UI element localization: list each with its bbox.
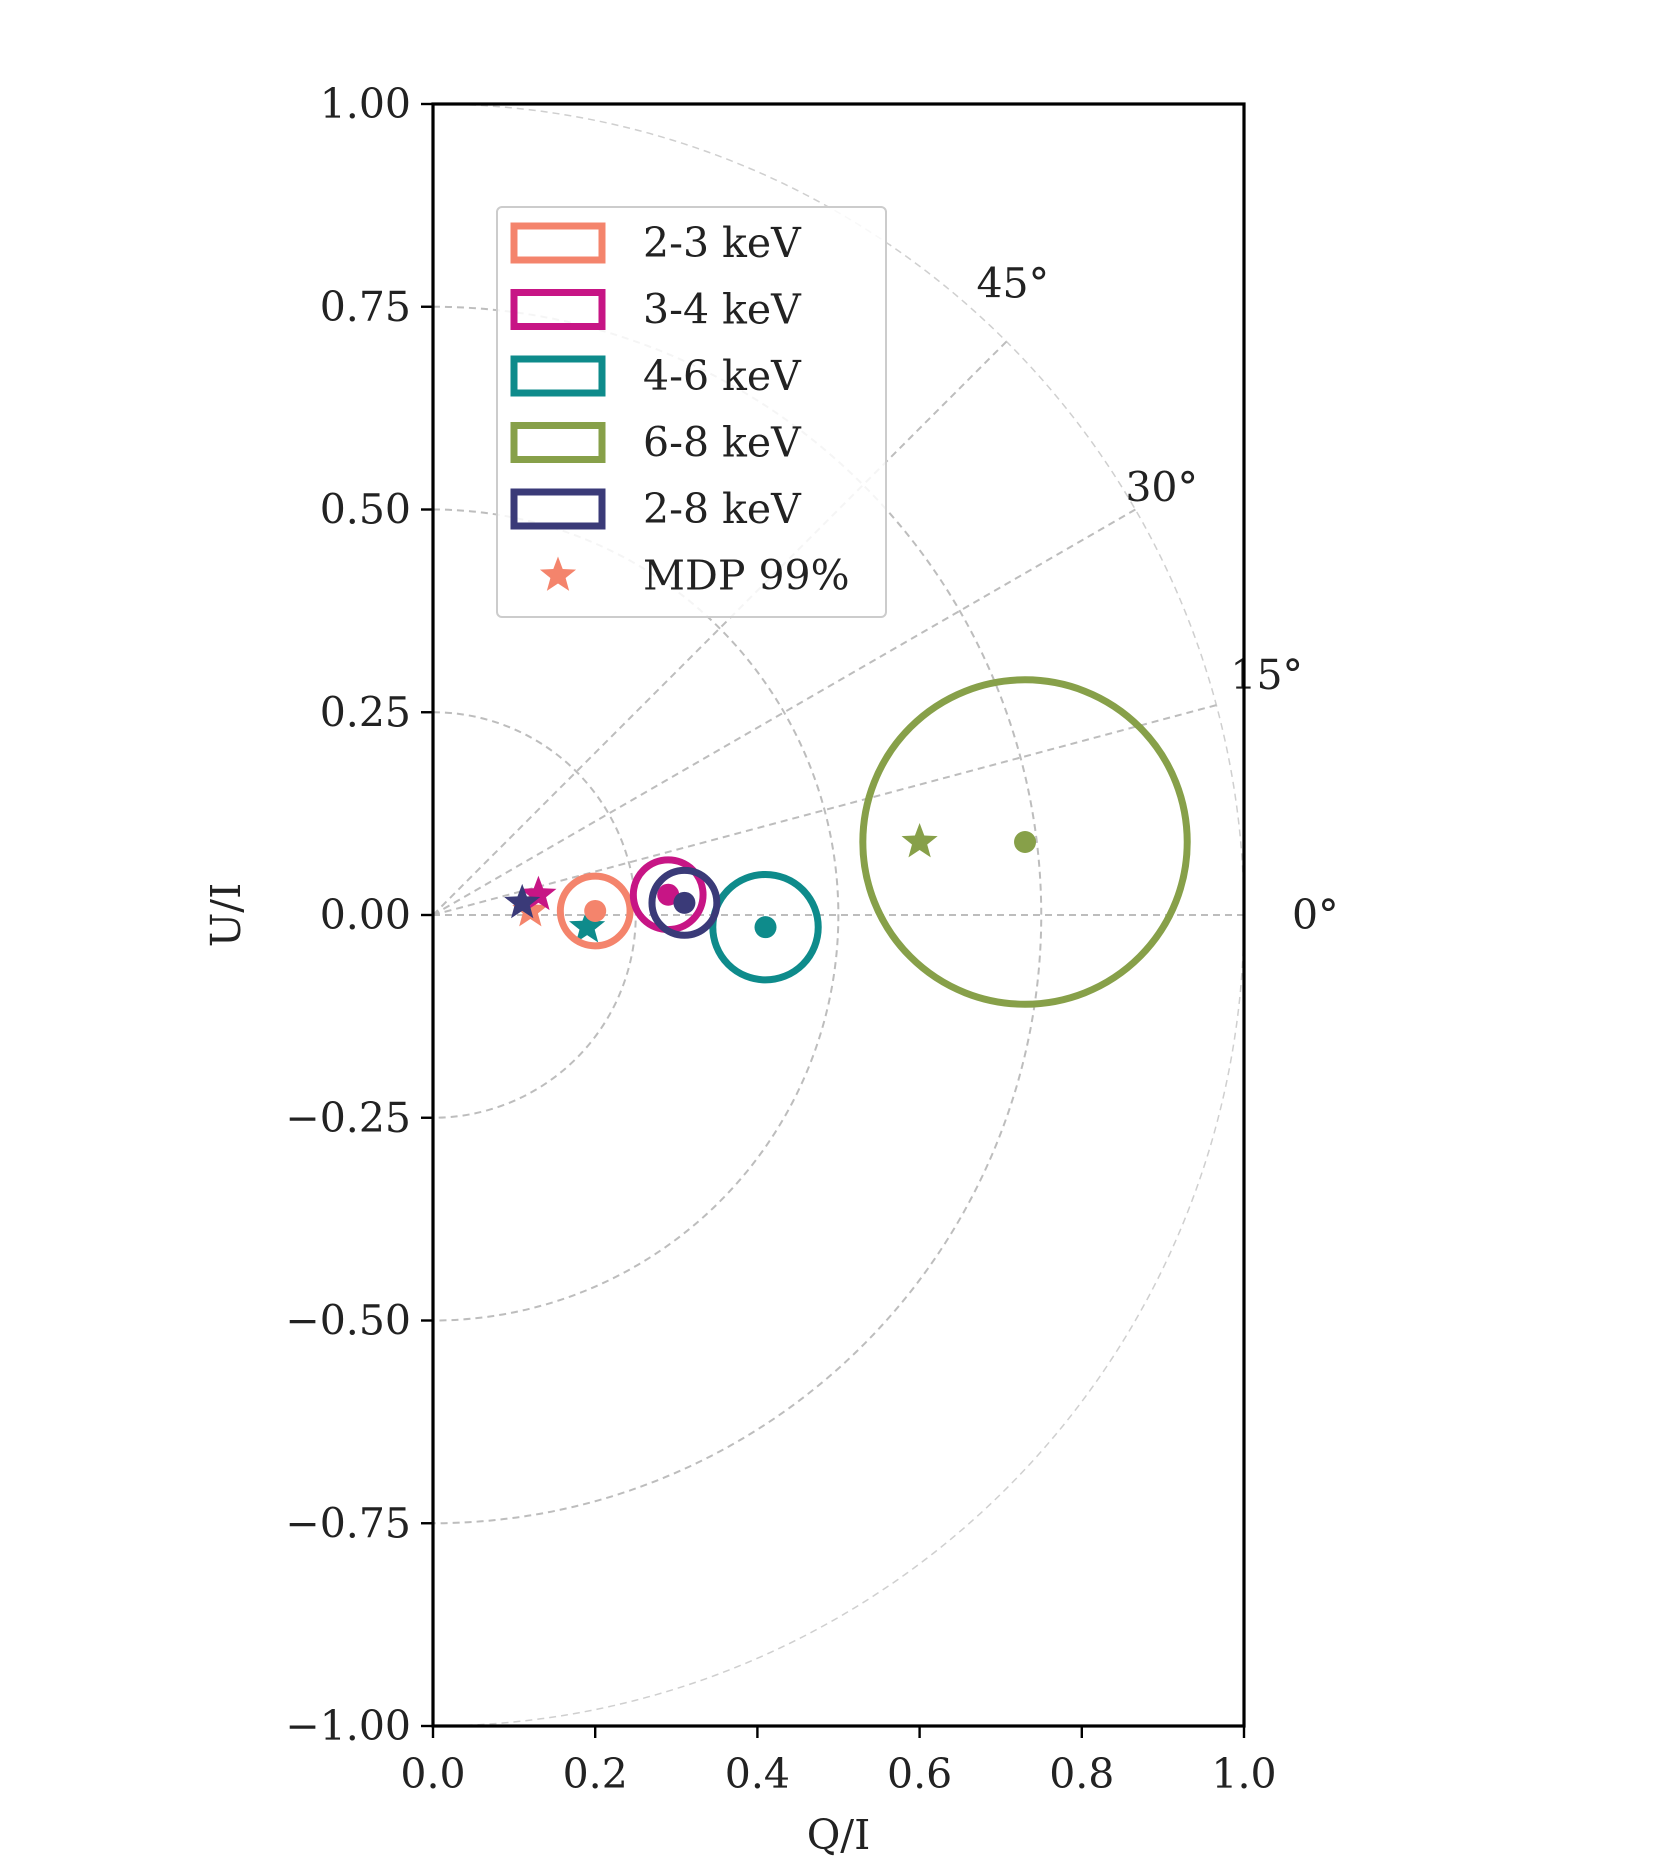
error-circle-4-6 keV [709, 870, 822, 984]
legend: 2-3 keV 3-4 keV 4-6 keV 6-8 keV 2-8 keV MDP 9… [496, 206, 887, 618]
legend-swatch-4-6 keV [510, 355, 606, 397]
y-tick-label: 0.00 [320, 891, 411, 939]
y-tick-label: 0.25 [320, 688, 411, 736]
legend-swatch-6-8 keV [510, 422, 606, 463]
legend-mdp-star [539, 556, 577, 591]
y-tick-label: −0.50 [285, 1297, 411, 1345]
grid-arc-0.5 [433, 508, 840, 1322]
legend-label-3-4 keV: 3-4 keV [643, 286, 802, 334]
grid-angle-line-45 [433, 340, 1008, 916]
x-tick-label: 0.6 [887, 1750, 952, 1798]
mdp-star-6-8 keV [901, 823, 938, 858]
data-point-6-8 keV [1014, 831, 1037, 854]
error-circle-6-8 keV [859, 676, 1191, 1008]
polar-grid: 0° 15° 30° 45° [433, 104, 1339, 1726]
grid-arc-1 [433, 104, 1244, 1726]
y-tick-label: −1.00 [285, 1702, 411, 1750]
mdp-star-3-4 keV [520, 875, 557, 911]
legend-swatch-3-4 keV [510, 289, 606, 330]
data-point-3-4 keV [657, 883, 680, 906]
x-tick-label: 0.8 [1049, 1750, 1114, 1798]
data-point-4-6 keV [754, 916, 777, 939]
grid-angle-line-30 [433, 508, 1136, 916]
grid-clip-group [433, 104, 1244, 1726]
data-point-2-3 keV [584, 899, 607, 922]
legend-label-4-6 keV: 4-6 keV [643, 352, 802, 400]
mdp-star-4-6 keV [569, 908, 606, 943]
data-point-2-8 keV [673, 891, 696, 914]
x-tick-label: 0.0 [400, 1750, 465, 1798]
angle-label-0: 0° [1292, 891, 1339, 939]
error-circle-2-8 keV [648, 866, 721, 939]
x-tick-label: 1.0 [1211, 1750, 1276, 1798]
x-tick-label: 0.4 [725, 1750, 790, 1798]
x-axis-label: Q/I [807, 1811, 871, 1859]
legend-label-mdp: MDP 99% [643, 552, 850, 600]
angle-label-30: 30° [1125, 464, 1198, 512]
legend-swatch-2-8 keV [510, 488, 606, 530]
grid-angle-line-15 [433, 704, 1217, 916]
axis-ticks: 0.0 0.2 0.4 0.6 0.8 1.0 −1.00 −0.75 −0.50 −0.25 0.… [285, 80, 1276, 1798]
y-tick-label: −0.25 [285, 1094, 411, 1142]
y-tick-label: 1.00 [320, 80, 411, 128]
x-tick-label: 0.2 [563, 1750, 628, 1798]
legend-label-2-8 keV: 2-8 keV [643, 485, 802, 533]
legend-label-6-8 keV: 6-8 keV [643, 419, 802, 467]
y-tick-label: 0.50 [320, 486, 411, 534]
angle-label-15: 15° [1230, 651, 1303, 699]
data-layer [504, 676, 1191, 1008]
mdp-star-2-8 keV [504, 883, 541, 919]
error-circle-2-3 keV [556, 872, 634, 950]
y-tick-label: −0.75 [285, 1499, 411, 1547]
legend-swatch-2-3 keV [510, 222, 606, 264]
y-axis-label: U/I [202, 883, 250, 948]
legend-label-2-3 keV: 2-3 keV [643, 219, 802, 267]
angle-label-45: 45° [976, 260, 1049, 308]
legend-frame [496, 206, 887, 618]
y-tick-label: 0.75 [320, 283, 411, 331]
